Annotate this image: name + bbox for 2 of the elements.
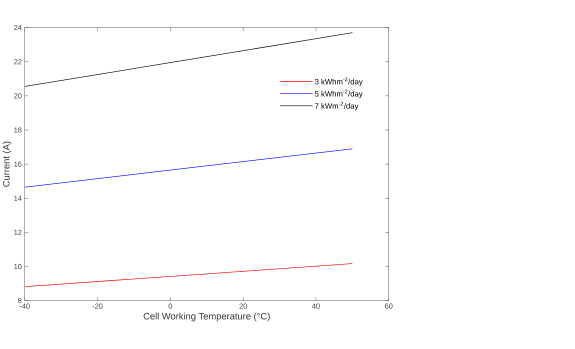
y-axis-title: Current (A) [2, 141, 12, 187]
x-axis-title: Cell Working Temperature (°C) [144, 312, 270, 322]
